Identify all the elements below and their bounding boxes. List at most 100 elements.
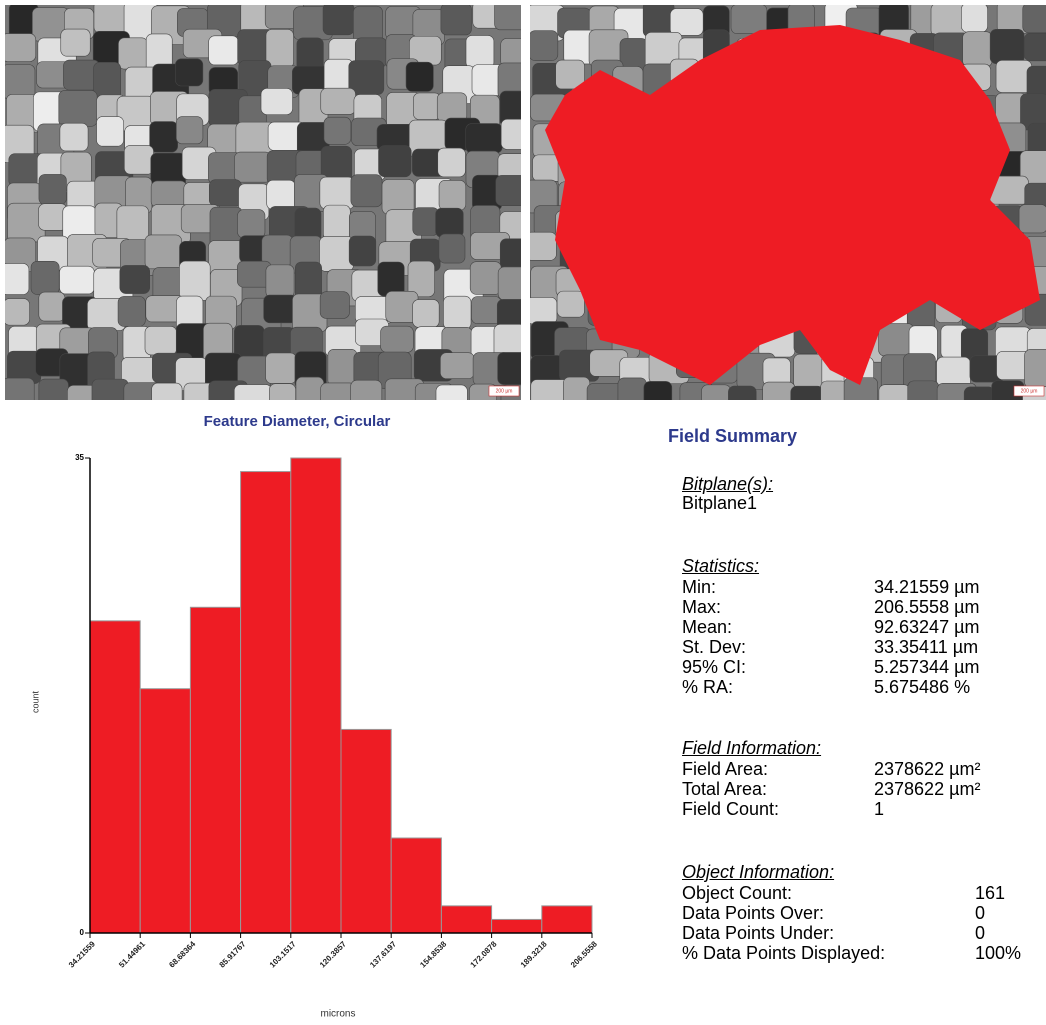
row-value: 161	[975, 883, 1005, 903]
grain	[61, 29, 90, 56]
row-value: 33.35411 µm	[874, 637, 978, 657]
grain	[1025, 349, 1046, 388]
grain	[728, 386, 756, 402]
grain	[441, 4, 472, 35]
grain	[961, 3, 987, 32]
grain	[320, 292, 349, 319]
grain	[466, 35, 494, 68]
grain	[501, 119, 533, 149]
row-label: Field Area:	[682, 759, 768, 779]
grain	[60, 123, 88, 151]
grain	[443, 296, 471, 329]
x-tick-label: 103.1517	[268, 939, 298, 969]
grain	[466, 124, 503, 153]
grain	[324, 117, 351, 144]
grain	[996, 60, 1032, 92]
grain	[150, 122, 178, 153]
row-label: Max:	[682, 597, 721, 617]
grain	[238, 210, 265, 238]
grain	[470, 262, 501, 295]
grain	[176, 117, 203, 144]
grain	[381, 326, 414, 352]
grain	[471, 296, 501, 323]
row-value: 5.257344 µm	[874, 657, 979, 677]
row-value: 5.675486 %	[874, 677, 970, 697]
grain	[320, 177, 355, 209]
grain	[2, 378, 34, 402]
x-tick-label: 137.6197	[368, 939, 398, 969]
x-tick-label: 51.44961	[117, 939, 147, 969]
page: 200 µm 200 µm Feature Diameter, Circular…	[0, 0, 1046, 1025]
row-label: Field Count:	[682, 799, 779, 819]
row-label: Object Count:	[682, 883, 792, 903]
grain	[1019, 205, 1046, 233]
x-tick-label: 85.91767	[218, 939, 248, 969]
grain	[97, 117, 124, 147]
grain	[39, 174, 66, 204]
grain	[406, 62, 433, 91]
bar	[542, 906, 592, 933]
grain	[379, 146, 412, 177]
row-value: 92.63247 µm	[874, 617, 979, 637]
bar	[492, 919, 542, 933]
grain	[1024, 33, 1046, 61]
row-label: % RA:	[682, 677, 733, 697]
x-tick-label: 206.5558	[569, 939, 599, 969]
bar	[190, 607, 240, 933]
grain	[269, 384, 295, 402]
histogram: Feature Diameter, Circular microns count…	[0, 402, 640, 1025]
grain	[323, 205, 350, 240]
grain	[94, 62, 121, 99]
grain	[151, 181, 187, 208]
row-label: % Data Points Displayed:	[682, 943, 885, 963]
grain	[295, 262, 321, 299]
grain	[821, 381, 848, 402]
grain	[557, 291, 584, 317]
grain	[262, 235, 293, 265]
grain	[731, 4, 767, 33]
x-tick-label: 154.8538	[418, 939, 448, 969]
row-label: Data Points Over:	[682, 903, 824, 923]
row-value: 100%	[975, 943, 1021, 963]
section-heading: Statistics:	[682, 556, 759, 576]
grain	[670, 9, 703, 36]
grain	[2, 65, 35, 99]
grain	[439, 180, 466, 210]
x-tick-label: 34.21559	[67, 939, 97, 969]
grain	[234, 385, 271, 402]
grain	[92, 379, 128, 402]
grain	[267, 180, 296, 209]
grain	[1023, 3, 1046, 33]
grain	[879, 324, 914, 356]
row-label: Total Area:	[682, 779, 767, 799]
grain	[498, 267, 533, 300]
x-tick-label: 189.3218	[519, 939, 549, 969]
grain	[39, 379, 69, 402]
section-line: Bitplane1	[682, 493, 757, 513]
y-tick-label: 35	[75, 453, 84, 462]
bar	[341, 729, 391, 933]
grain	[908, 381, 939, 402]
grain	[618, 378, 647, 402]
section-heading: Object Information:	[682, 862, 834, 882]
grain	[349, 61, 384, 95]
grain	[234, 152, 271, 182]
grain	[124, 145, 153, 174]
bar	[291, 458, 341, 933]
grain	[209, 180, 241, 206]
grain	[323, 3, 354, 35]
grain	[644, 381, 672, 402]
grain	[439, 234, 465, 263]
row-value: 0	[975, 903, 985, 923]
row-value: 0	[975, 923, 985, 943]
row-value: 206.5558 µm	[874, 597, 979, 617]
grain	[209, 36, 239, 65]
grain	[349, 236, 376, 266]
grain	[39, 292, 65, 321]
bar	[140, 689, 190, 933]
x-tick-label: 172.0878	[469, 939, 499, 969]
bar	[241, 472, 291, 933]
grain	[526, 232, 557, 260]
chart-title: Feature Diameter, Circular	[204, 413, 391, 430]
row-label: Data Points Under:	[682, 923, 834, 943]
